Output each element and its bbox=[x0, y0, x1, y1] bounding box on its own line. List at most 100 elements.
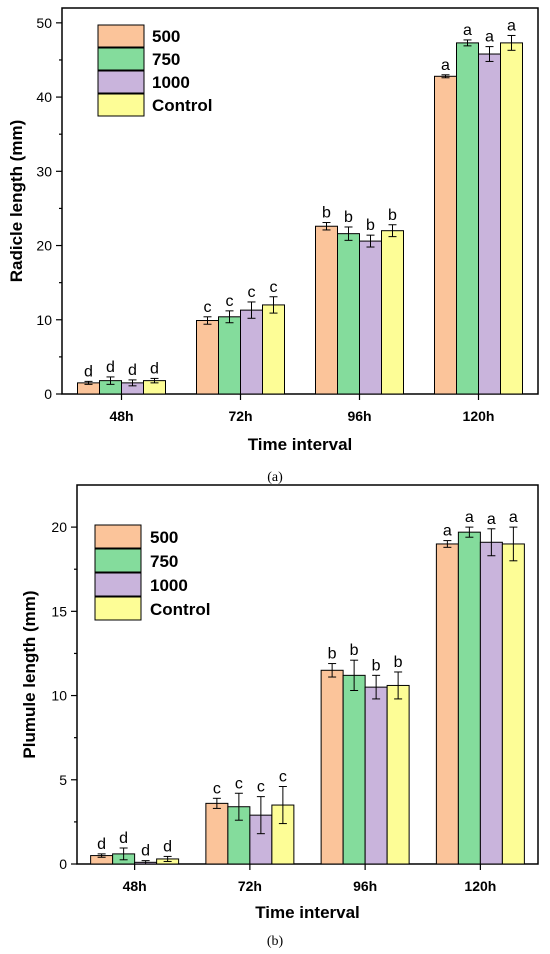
significance-letter: a bbox=[487, 511, 496, 528]
bar-750-96h bbox=[337, 233, 360, 395]
y-tick-label: 0 bbox=[59, 856, 67, 872]
legend-label-750: 750 bbox=[152, 50, 180, 69]
bar-500-72h bbox=[196, 320, 219, 395]
significance-letter: a bbox=[507, 17, 516, 34]
x-tick-label: 96h bbox=[347, 408, 371, 424]
significance-letter: d bbox=[106, 359, 115, 376]
significance-letter: a bbox=[465, 509, 474, 526]
bar-500-120h bbox=[434, 75, 457, 395]
bar-750-120h bbox=[456, 42, 479, 395]
y-tick-label: 10 bbox=[51, 688, 67, 704]
bar-500-72h bbox=[205, 802, 229, 865]
y-tick-label: 10 bbox=[36, 312, 52, 328]
bar-control-96h bbox=[386, 684, 410, 865]
x-tick-label: 72h bbox=[228, 408, 252, 424]
legend-swatch-control bbox=[97, 93, 145, 117]
chart-panel-a: 0 10 20 30 40 50 48h d d d d 72h c c c c 96h b b b b 120h a a a a… bbox=[7, 7, 539, 485]
x-tick-label: 48h bbox=[123, 878, 147, 894]
bar-control-72h bbox=[262, 304, 285, 395]
y-tick-label: 20 bbox=[36, 238, 52, 254]
x-tick-label: 48h bbox=[109, 408, 133, 424]
legend-swatch-1000 bbox=[94, 572, 142, 597]
bar-750-72h bbox=[218, 316, 241, 395]
bar-750-120h bbox=[457, 531, 481, 865]
significance-letter: c bbox=[204, 299, 212, 316]
legend-label-1000: 1000 bbox=[152, 73, 190, 92]
significance-letter: c bbox=[257, 779, 265, 796]
plot-frame bbox=[61, 7, 539, 395]
significance-letter: c bbox=[226, 293, 234, 310]
significance-letter: c bbox=[270, 279, 278, 296]
legend-swatch-control bbox=[94, 596, 142, 621]
bar-750-96h bbox=[342, 674, 366, 865]
significance-letter: c bbox=[248, 284, 256, 301]
y-tick-label: 30 bbox=[36, 163, 52, 179]
legend-swatch-750 bbox=[94, 548, 142, 573]
bar-1000-96h bbox=[364, 686, 388, 865]
significance-letter: b bbox=[394, 654, 403, 671]
y-tick-label: 50 bbox=[36, 15, 52, 31]
significance-letter: d bbox=[97, 836, 106, 853]
x-axis-title: Time interval bbox=[248, 435, 353, 454]
bar-500-120h bbox=[435, 543, 459, 865]
y-tick-label: 20 bbox=[51, 519, 67, 535]
legend-label-500: 500 bbox=[152, 27, 180, 46]
plot-frame bbox=[76, 484, 539, 865]
significance-letter: b bbox=[344, 209, 353, 226]
bar-control-120h bbox=[501, 543, 525, 865]
figure-caption: (a) bbox=[267, 470, 283, 485]
bar-1000-96h bbox=[359, 240, 382, 395]
significance-letter: d bbox=[84, 363, 93, 380]
y-tick-label: 5 bbox=[59, 772, 67, 788]
significance-letter: d bbox=[141, 843, 150, 860]
significance-letter: a bbox=[485, 29, 494, 46]
significance-letter: d bbox=[150, 360, 159, 377]
legend-label-500: 500 bbox=[150, 528, 178, 547]
significance-letter: a bbox=[441, 57, 450, 74]
significance-letter: c bbox=[279, 769, 287, 786]
legend-swatch-500 bbox=[94, 524, 142, 549]
bar-500-96h bbox=[315, 225, 338, 395]
bar-1000-120h bbox=[479, 541, 503, 865]
x-tick-label: 72h bbox=[238, 878, 262, 894]
significance-letter: d bbox=[128, 362, 137, 379]
significance-letter: c bbox=[235, 775, 243, 792]
significance-letter: d bbox=[119, 830, 128, 847]
significance-letter: b bbox=[322, 205, 331, 222]
y-axis-title: Plumule length (mm) bbox=[20, 590, 39, 758]
x-tick-label: 120h bbox=[463, 408, 495, 424]
significance-letter: b bbox=[328, 646, 337, 663]
significance-letter: a bbox=[443, 523, 452, 540]
bar-1000-72h bbox=[240, 309, 263, 395]
y-tick-label: 15 bbox=[51, 603, 67, 619]
y-tick-label: 0 bbox=[44, 386, 52, 402]
legend-label-control: Control bbox=[152, 96, 212, 115]
significance-letter: d bbox=[163, 838, 172, 855]
bar-control-120h bbox=[500, 42, 523, 395]
significance-letter: c bbox=[213, 780, 221, 797]
significance-letter: b bbox=[366, 217, 375, 234]
legend-swatch-1000 bbox=[97, 70, 145, 94]
x-tick-label: 96h bbox=[353, 878, 377, 894]
significance-letter: a bbox=[509, 509, 518, 526]
x-tick-label: 120h bbox=[464, 878, 496, 894]
figure-caption: (b) bbox=[267, 934, 284, 949]
bar-control-96h bbox=[381, 230, 404, 395]
significance-letter: b bbox=[372, 657, 381, 674]
legend-label-1000: 1000 bbox=[150, 576, 188, 595]
chart-panel-b: 0 5 10 15 20 48h d d d d 72h c c c c 96h b b b b 120h a a a a Tim… bbox=[0, 477, 550, 954]
significance-letter: b bbox=[388, 207, 397, 224]
y-tick-label: 40 bbox=[36, 89, 52, 105]
legend-label-control: Control bbox=[150, 600, 210, 619]
bar-1000-120h bbox=[478, 53, 501, 395]
legend-label-750: 750 bbox=[150, 552, 178, 571]
legend-swatch-750 bbox=[97, 47, 145, 71]
legend-swatch-500 bbox=[97, 24, 145, 48]
significance-letter: b bbox=[350, 642, 359, 659]
y-axis-title: Radicle length (mm) bbox=[7, 120, 26, 282]
significance-letter: a bbox=[463, 22, 472, 39]
x-axis-title: Time interval bbox=[255, 903, 360, 922]
bar-500-96h bbox=[320, 669, 344, 865]
